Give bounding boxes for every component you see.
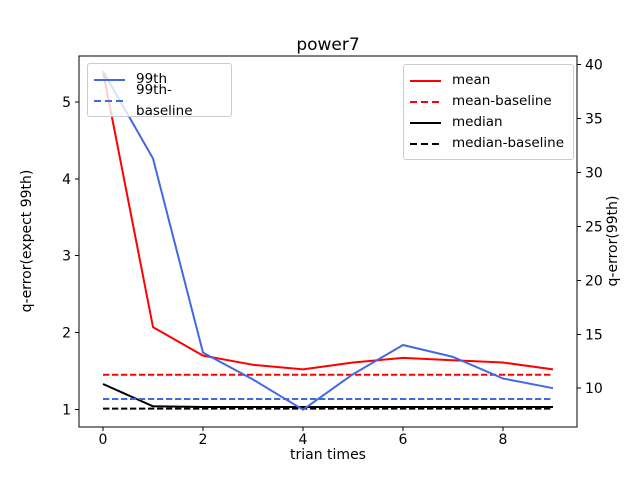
y-axis-label-right: q-error(99th) [605,195,621,287]
x-tick-label: 8 [499,432,508,448]
legend-item-median: median [410,112,565,133]
y-right-tick-label: 35 [585,112,603,128]
legend-item-median-baseline: median-baseline [410,133,565,154]
y-right-tick-label: 40 [585,58,603,74]
legend-item-99th: 99th [94,69,223,90]
line-sample-99th [94,78,125,81]
y-right-tick-label: 25 [585,219,603,235]
plot-border [78,55,578,428]
x-tick-label: 4 [299,432,308,448]
y-left-tick-label: 5 [62,95,71,111]
legend-label-99th: 99th [136,71,168,87]
chart-title: power7 [296,35,360,55]
99th-line [102,70,554,411]
legend-item-99th-baseline: 99th-baseline [94,82,223,119]
legend-label-mean-baseline: mean-baseline [452,93,552,109]
legend-label-median-baseline: median-baseline [452,135,565,151]
y-right-tick-label: 10 [585,381,603,397]
x-tick-label: 2 [199,432,208,448]
legend-right: mean mean-baseline median median-baselin… [403,64,574,160]
legend-label-99th-baseline: 99th-baseline [136,81,193,119]
line-sample-median [410,121,441,124]
legend-label-median: median [452,114,503,130]
legend-item-mean: mean [410,70,565,91]
y-left-tick-label: 4 [62,172,71,188]
y-left-tick-label: 3 [62,249,71,265]
y-axis-label-left: q-error(expect 99th) [19,169,35,313]
y-right-tick-label: 20 [585,273,603,289]
y-left-tick-label: 1 [62,402,71,418]
legend-label-mean: mean [452,72,491,88]
y-right-tick-label: 30 [585,165,603,181]
line-sample-mean [410,79,441,82]
legend-left: 99th 99th-baseline [87,63,232,119]
mean-line [102,71,554,371]
median-line [102,383,553,408]
y-left-tick-label: 2 [62,326,71,342]
x-tick-label: 6 [399,432,408,448]
line-sample-mean-baseline [410,100,441,103]
y-right-tick-label: 15 [585,327,603,343]
line-sample-99th-baseline [94,99,125,102]
line-sample-median-baseline [410,142,441,145]
x-axis-label: trian times [290,447,366,463]
legend-item-mean-baseline: mean-baseline [410,91,565,112]
x-tick-label: 0 [99,432,108,448]
